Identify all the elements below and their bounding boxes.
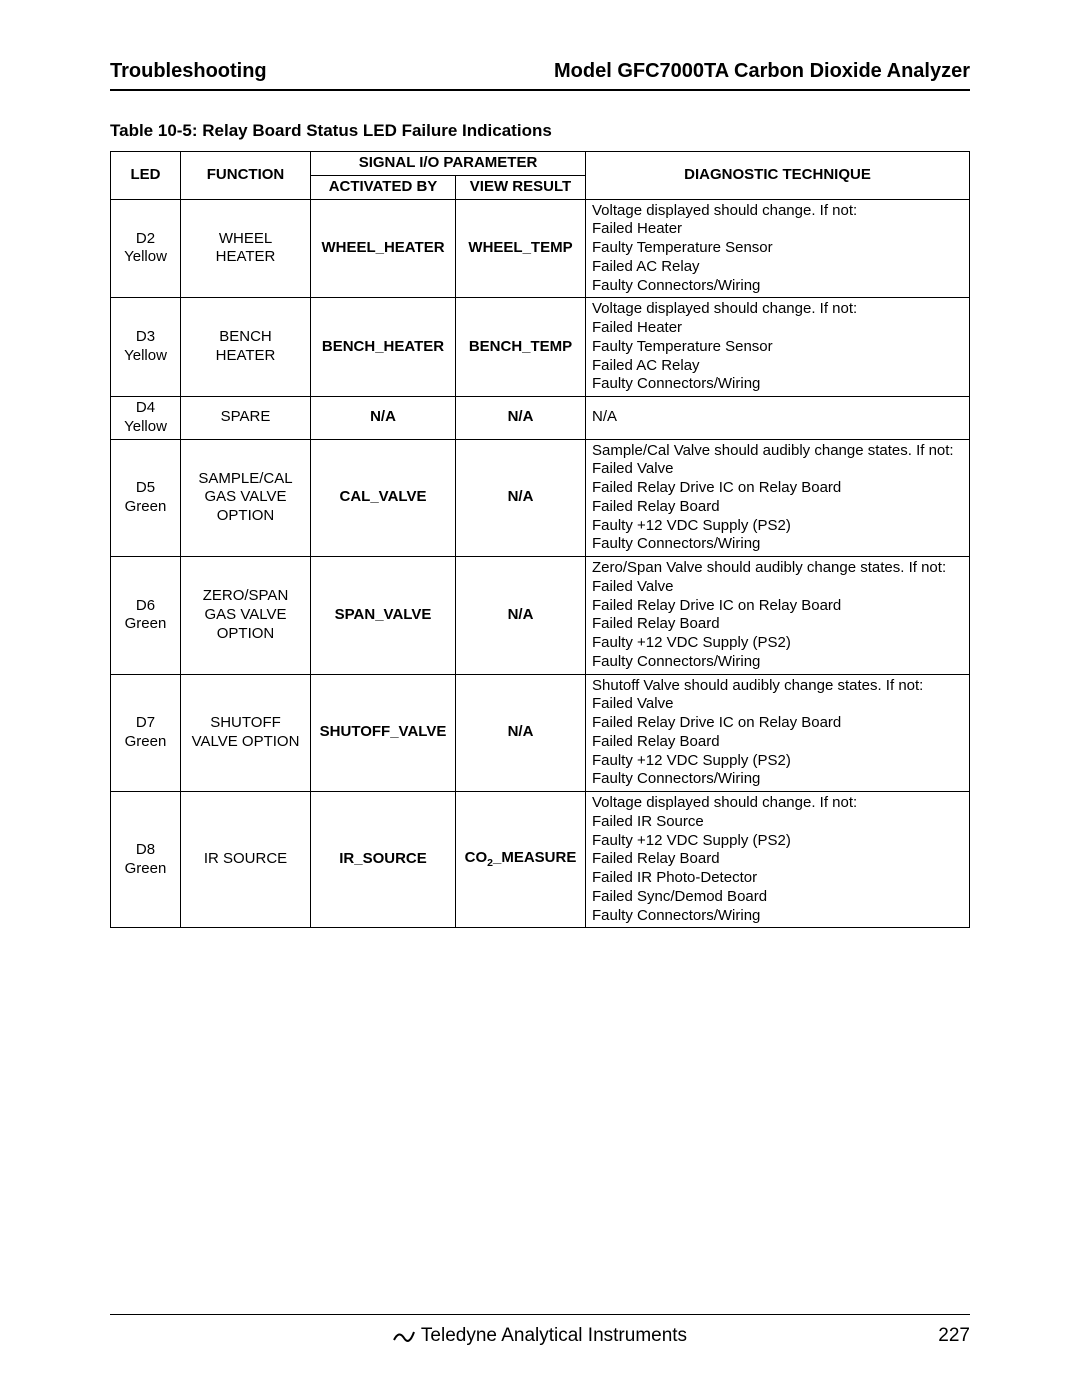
cell-led: D8 Green: [111, 792, 181, 928]
cell-view-result: WHEEL_TEMP: [456, 199, 586, 298]
cell-activated-by: WHEEL_HEATER: [311, 199, 456, 298]
cell-diagnostic: Shutoff Valve should audibly change stat…: [586, 674, 970, 792]
cell-diagnostic: N/A: [586, 397, 970, 440]
header-right: Model GFC7000TA Carbon Dioxide Analyzer: [554, 60, 970, 83]
page-header: Troubleshooting Model GFC7000TA Carbon D…: [110, 60, 970, 91]
cell-view-result: CO2_MEASURE: [456, 792, 586, 928]
teledyne-logo-icon: [393, 1328, 415, 1344]
cell-function: IR SOURCE: [181, 792, 311, 928]
th-led: LED: [111, 152, 181, 200]
cell-led: D2 Yellow: [111, 199, 181, 298]
th-activated: ACTIVATED BY: [311, 175, 456, 199]
footer-center: Teledyne Analytical Instruments: [110, 1325, 970, 1347]
table-row: D3 YellowBENCH HEATERBENCH_HEATERBENCH_T…: [111, 298, 970, 397]
cell-activated-by: IR_SOURCE: [311, 792, 456, 928]
table-caption: Table 10-5: Relay Board Status LED Failu…: [110, 121, 970, 141]
footer-company: Teledyne Analytical Instruments: [421, 1325, 687, 1347]
cell-activated-by: CAL_VALVE: [311, 439, 456, 557]
th-diag: DIAGNOSTIC TECHNIQUE: [586, 152, 970, 200]
page-footer: Teledyne Analytical Instruments 227: [110, 1314, 970, 1347]
cell-activated-by: SHUTOFF_VALVE: [311, 674, 456, 792]
cell-function: BENCH HEATER: [181, 298, 311, 397]
cell-activated-by: N/A: [311, 397, 456, 440]
cell-view-result: N/A: [456, 557, 586, 675]
table-row: D8 GreenIR SOURCEIR_SOURCECO2_MEASUREVol…: [111, 792, 970, 928]
cell-diagnostic: Voltage displayed should change. If not:…: [586, 298, 970, 397]
cell-led: D7 Green: [111, 674, 181, 792]
th-signal-group: SIGNAL I/O PARAMETER: [311, 152, 586, 176]
cell-activated-by: BENCH_HEATER: [311, 298, 456, 397]
cell-diagnostic: Zero/Span Valve should audibly change st…: [586, 557, 970, 675]
cell-function: ZERO/SPAN GAS VALVE OPTION: [181, 557, 311, 675]
cell-function: SPARE: [181, 397, 311, 440]
cell-led: D6 Green: [111, 557, 181, 675]
cell-led: D4 Yellow: [111, 397, 181, 440]
led-failure-table: LED FUNCTION SIGNAL I/O PARAMETER DIAGNO…: [110, 151, 970, 928]
cell-view-result: N/A: [456, 674, 586, 792]
cell-view-result: N/A: [456, 439, 586, 557]
cell-function: WHEEL HEATER: [181, 199, 311, 298]
table-row: D4 YellowSPAREN/AN/AN/A: [111, 397, 970, 440]
header-left: Troubleshooting: [110, 60, 267, 83]
table-row: D7 GreenSHUTOFF VALVE OPTIONSHUTOFF_VALV…: [111, 674, 970, 792]
cell-led: D3 Yellow: [111, 298, 181, 397]
cell-activated-by: SPAN_VALVE: [311, 557, 456, 675]
cell-diagnostic: Sample/Cal Valve should audibly change s…: [586, 439, 970, 557]
table-row: D5 GreenSAMPLE/CAL GAS VALVE OPTIONCAL_V…: [111, 439, 970, 557]
table-row: D6 GreenZERO/SPAN GAS VALVE OPTIONSPAN_V…: [111, 557, 970, 675]
th-func: FUNCTION: [181, 152, 311, 200]
cell-function: SHUTOFF VALVE OPTION: [181, 674, 311, 792]
table-row: D2 YellowWHEEL HEATERWHEEL_HEATERWHEEL_T…: [111, 199, 970, 298]
cell-diagnostic: Voltage displayed should change. If not:…: [586, 792, 970, 928]
cell-view-result: N/A: [456, 397, 586, 440]
th-view: VIEW RESULT: [456, 175, 586, 199]
cell-led: D5 Green: [111, 439, 181, 557]
cell-function: SAMPLE/CAL GAS VALVE OPTION: [181, 439, 311, 557]
cell-view-result: BENCH_TEMP: [456, 298, 586, 397]
cell-diagnostic: Voltage displayed should change. If not:…: [586, 199, 970, 298]
